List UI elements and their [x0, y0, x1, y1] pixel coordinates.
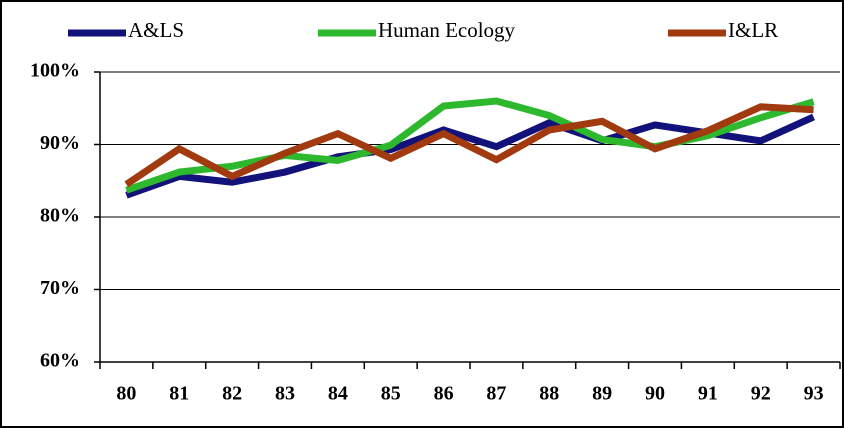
- series-line: [125, 97, 815, 194]
- x-tick-label: 81: [169, 383, 189, 405]
- x-tick-label: 86: [434, 383, 454, 405]
- x-tick-label: 87: [486, 383, 506, 405]
- y-tick-label: 70%: [40, 277, 80, 299]
- x-tick-label: 80: [116, 383, 136, 405]
- legend-label: I&LR: [728, 18, 778, 42]
- x-tick-label: 88: [539, 383, 559, 405]
- y-tick-label: 90%: [40, 132, 80, 154]
- x-tick-label: 90: [645, 383, 665, 405]
- x-tick-label: 91: [698, 383, 718, 405]
- y-tick-label: 80%: [40, 205, 80, 227]
- x-tick-label: 83: [275, 383, 295, 405]
- x-tick-label: 89: [592, 383, 612, 405]
- series-line: [124, 103, 814, 188]
- legend-label: A&LS: [128, 18, 184, 42]
- x-tick-label: 93: [804, 383, 824, 405]
- x-tick-label: 92: [751, 383, 771, 405]
- x-tick-label: 85: [381, 383, 401, 405]
- x-tick-label: 82: [222, 383, 242, 405]
- legend-label: Human Ecology: [378, 18, 516, 42]
- y-tick-label: 100%: [30, 60, 80, 82]
- x-tick-label: 84: [328, 383, 348, 405]
- y-tick-label: 60%: [40, 350, 80, 372]
